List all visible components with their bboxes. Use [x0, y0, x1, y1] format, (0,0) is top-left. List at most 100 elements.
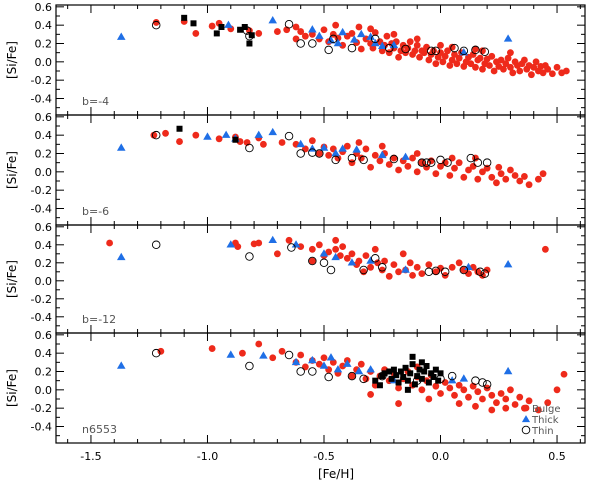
bulge-point: [497, 170, 505, 178]
bulge-point: [502, 175, 510, 183]
bulge-point: [378, 266, 386, 274]
thin-point: [308, 256, 317, 266]
bulge-point: [292, 23, 300, 31]
bulge-point: [451, 391, 458, 399]
thin-point: [284, 350, 294, 360]
bulge-point: [502, 60, 510, 68]
thick-point: [315, 31, 324, 39]
thick-point: [319, 249, 329, 257]
bulge-point: [544, 65, 552, 73]
bulge-point: [493, 399, 500, 407]
bulge-point: [467, 60, 475, 68]
series-bulge: [152, 18, 570, 79]
bulge-point: [446, 384, 454, 392]
black-square-point: [390, 366, 397, 373]
bulge-point: [530, 63, 538, 71]
thin-point: [436, 155, 445, 165]
bulge-point: [432, 60, 440, 68]
bulge-point: [383, 32, 391, 40]
black-square-point: [404, 377, 411, 384]
thin-point: [378, 263, 387, 272]
bulge-point: [562, 67, 570, 75]
y-tick-label: -0.2: [31, 184, 52, 197]
bulge-point: [516, 67, 524, 75]
bulge-point: [502, 404, 510, 412]
bulge-point: [320, 354, 328, 362]
bulge-point: [413, 263, 421, 271]
black-square-point: [395, 379, 402, 386]
bulge-point: [423, 43, 430, 51]
bulge-point: [371, 29, 379, 36]
thin-point: [450, 43, 459, 53]
bulge-point: [444, 47, 451, 55]
bulge-point: [162, 129, 169, 137]
black-square-point: [176, 125, 183, 132]
bulge-point: [255, 239, 263, 247]
x-tick-label: -1.5: [80, 450, 101, 463]
thin-point: [151, 20, 161, 30]
bulge-point: [381, 257, 388, 265]
bulge-point: [367, 163, 375, 171]
bulge-point: [255, 30, 263, 37]
thin-point: [347, 153, 357, 163]
thick-point: [389, 40, 399, 49]
bulge-point: [192, 30, 200, 37]
thin-point: [482, 380, 492, 389]
legend-label: Thick: [531, 415, 559, 426]
bulge-point: [413, 41, 421, 49]
thin-point: [371, 34, 380, 44]
thick-point: [350, 35, 359, 43]
bulge-point: [455, 259, 463, 267]
thick-point: [319, 143, 329, 151]
bulge-point: [339, 362, 347, 370]
thick-point: [268, 127, 278, 136]
series-thick: [116, 15, 513, 56]
panel-1: -0.4 -0.2 0.0 0.2 0.4 0.6 [Si/Fe] b=-4: [5, 1, 586, 116]
thin-point: [359, 155, 368, 165]
thin-point: [308, 148, 317, 157]
y-tick-label: 0.2: [35, 38, 53, 51]
bulge-point: [455, 400, 463, 407]
bulge-point: [404, 162, 412, 170]
thick-point: [352, 145, 361, 153]
bulge-point: [432, 268, 440, 276]
bulge-point: [348, 30, 356, 37]
bulge-point: [285, 236, 293, 244]
thin-point: [440, 267, 450, 277]
x-tick-label: -0.5: [313, 450, 334, 463]
bulge-point: [465, 393, 472, 401]
y-tick-label: 0.4: [35, 129, 53, 142]
thick-point: [459, 48, 469, 56]
x-tick-label: 0.5: [548, 450, 566, 463]
bulge-point: [348, 159, 356, 167]
bulge-point: [325, 248, 333, 256]
bulge-point: [451, 164, 458, 172]
y-axis-label: [Si/Fe]: [5, 369, 19, 407]
thick-point: [331, 252, 340, 261]
thick-point: [357, 29, 366, 38]
bulge-point: [301, 363, 309, 371]
thick-point: [326, 353, 336, 361]
y-tick-label: 0.6: [35, 1, 53, 14]
black-square-point: [418, 359, 425, 366]
bulge-point: [369, 44, 377, 52]
bulge-point: [439, 58, 447, 66]
bulge-point: [378, 142, 386, 150]
bulge-point: [413, 35, 421, 43]
bulge-point: [418, 270, 426, 277]
thick-point: [503, 260, 513, 268]
bulge-point: [329, 358, 337, 366]
y-tick-label: 0.6: [35, 111, 53, 124]
bulge-point: [553, 386, 561, 394]
bulge-point: [416, 53, 423, 61]
bulge-point: [355, 23, 363, 31]
y-tick-label: 0.2: [35, 366, 53, 379]
thick-point: [377, 41, 387, 50]
bulge-point: [516, 393, 524, 401]
black-square-point: [237, 26, 244, 33]
series-thick: [116, 235, 513, 273]
bulge-point: [308, 137, 316, 145]
thick-point: [268, 235, 278, 244]
bulge-point: [348, 372, 356, 380]
bulge-point: [332, 245, 340, 253]
